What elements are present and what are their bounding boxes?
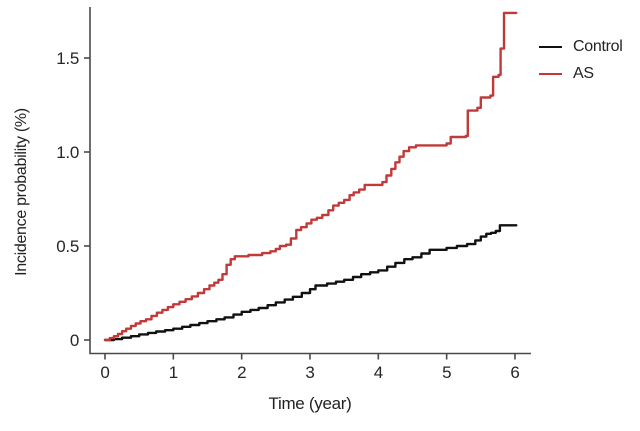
x-tick-label: 0	[100, 363, 109, 382]
y-tick-label: 0.5	[56, 237, 79, 256]
legend-item-control: Control	[539, 38, 623, 56]
x-tick-label: 2	[237, 363, 246, 382]
legend-label-as: AS	[573, 65, 594, 82]
control-curve	[103, 224, 518, 342]
legend-item-as: AS	[539, 65, 622, 83]
legend-label-control: Control	[573, 38, 623, 55]
x-tick-label: 3	[305, 363, 314, 382]
legend: Control AS	[539, 38, 623, 83]
x-tick-label: 1	[169, 363, 178, 382]
y-axis-title: Incidence probability (%)	[13, 108, 30, 276]
x-tick-label: 4	[374, 363, 383, 382]
x-tick-label: 5	[442, 363, 451, 382]
x-axis-title: Time (year)	[268, 394, 352, 413]
as-curve	[103, 11, 518, 342]
y-tick-label: 1.0	[56, 143, 79, 162]
axes-lines	[89, 7, 531, 355]
y-tick-label: 0	[70, 331, 79, 350]
y-tick-label: 1.5	[56, 49, 79, 68]
control-line-swatch	[539, 46, 562, 48]
x-tick-label: 6	[510, 363, 519, 382]
as-line-swatch	[539, 73, 562, 75]
